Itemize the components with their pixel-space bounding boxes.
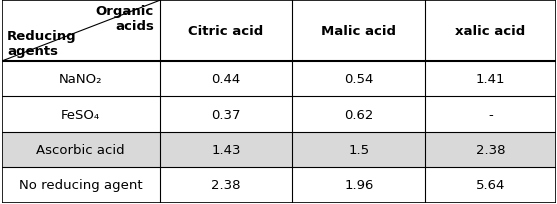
Text: 0.62: 0.62 [344, 108, 374, 121]
Text: 0.54: 0.54 [344, 73, 374, 86]
Text: 2.38: 2.38 [476, 143, 505, 156]
Text: Citric acid: Citric acid [188, 25, 263, 38]
Text: Malic acid: Malic acid [321, 25, 397, 38]
Text: Reducing
agents: Reducing agents [7, 30, 77, 58]
Text: Ascorbic acid: Ascorbic acid [36, 143, 125, 156]
Text: 0.37: 0.37 [211, 108, 241, 121]
Text: 1.41: 1.41 [476, 73, 505, 86]
Text: 1.43: 1.43 [211, 143, 241, 156]
Text: 1.96: 1.96 [344, 178, 374, 192]
Text: 1.5: 1.5 [349, 143, 369, 156]
Text: -: - [488, 108, 493, 121]
Bar [2, 132, 556, 167]
Text: FeSO₄: FeSO₄ [61, 108, 100, 121]
Text: NaNO₂: NaNO₂ [59, 73, 102, 86]
Text: 0.44: 0.44 [212, 73, 241, 86]
Text: No reducing agent: No reducing agent [19, 178, 143, 192]
Text: 2.38: 2.38 [211, 178, 241, 192]
Text: xalic acid: xalic acid [456, 25, 526, 38]
Text: 5.64: 5.64 [476, 178, 505, 192]
Text: Organic
acids: Organic acids [96, 6, 154, 33]
